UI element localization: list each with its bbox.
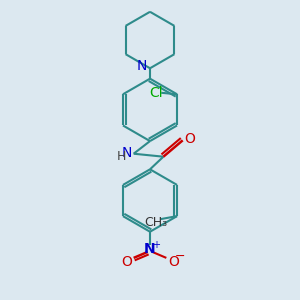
Text: −: − bbox=[175, 250, 185, 263]
Text: O: O bbox=[168, 255, 179, 269]
Text: N: N bbox=[122, 146, 132, 160]
Text: N: N bbox=[144, 242, 156, 256]
Text: CH₃: CH₃ bbox=[144, 216, 167, 229]
Text: H: H bbox=[116, 150, 126, 163]
Text: O: O bbox=[184, 132, 195, 146]
Text: N: N bbox=[137, 59, 148, 74]
Text: +: + bbox=[152, 240, 160, 250]
Text: O: O bbox=[121, 255, 132, 269]
Text: Cl: Cl bbox=[149, 86, 163, 100]
